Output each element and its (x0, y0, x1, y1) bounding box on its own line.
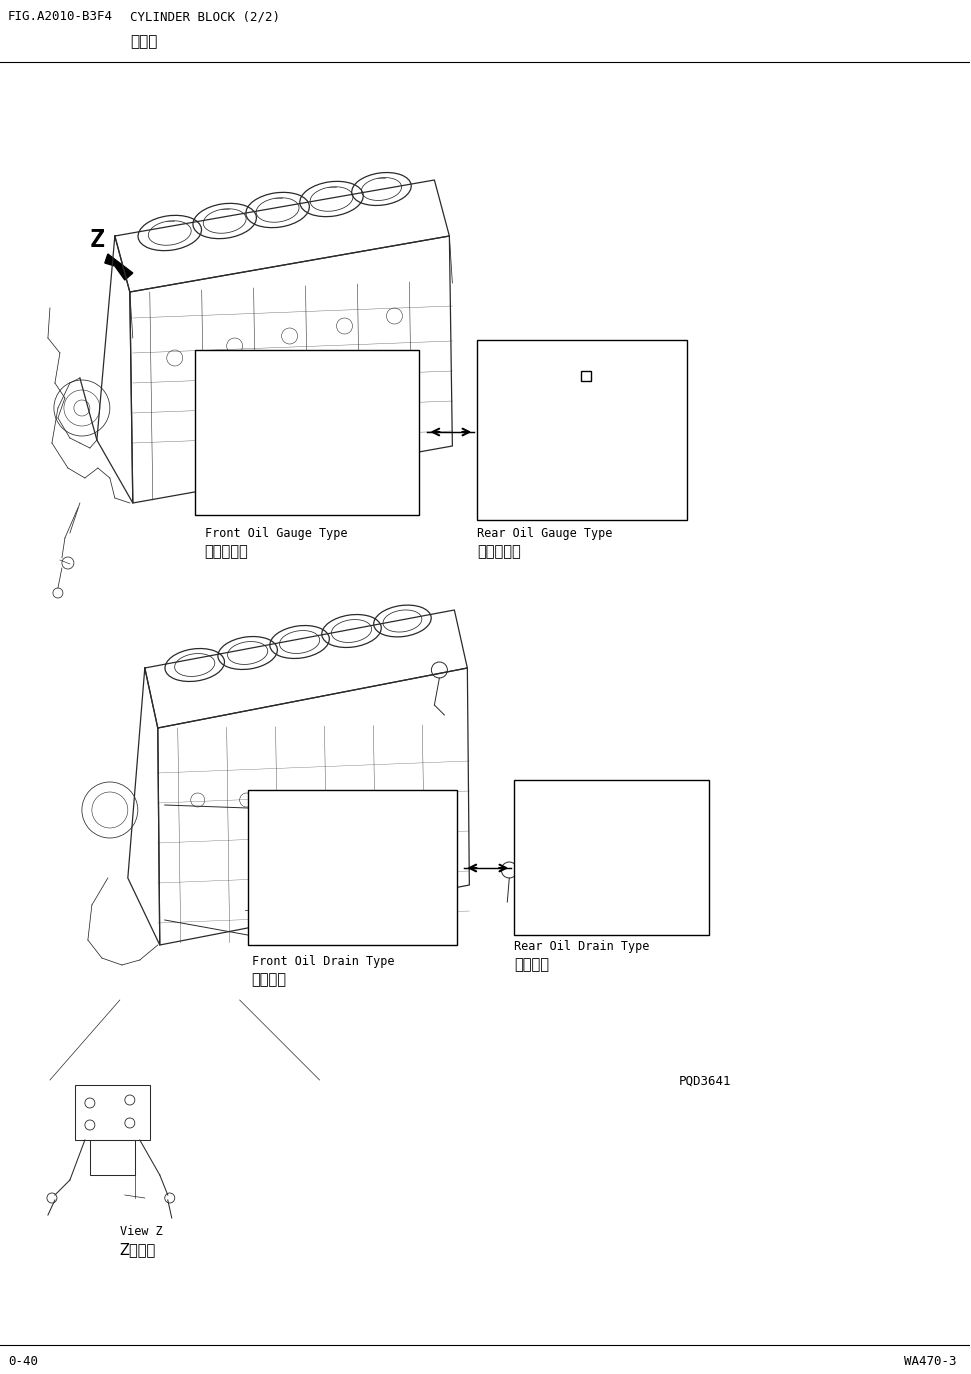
Text: FIG.A2010-B3F4: FIG.A2010-B3F4 (8, 10, 113, 23)
Text: View Z: View Z (119, 1226, 162, 1238)
Bar (582, 371, 591, 381)
Text: 前排油式: 前排油式 (251, 971, 286, 987)
Bar (195, 350, 419, 515)
Bar (75, 1085, 150, 1140)
Bar (248, 790, 457, 945)
Text: 气缸体: 气缸体 (130, 34, 157, 49)
Text: 前油位计式: 前油位计式 (205, 544, 249, 559)
Text: Front Oil Drain Type: Front Oil Drain Type (251, 955, 394, 969)
Text: CYLINDER BLOCK (2/2): CYLINDER BLOCK (2/2) (130, 10, 280, 23)
Text: Rear Oil Drain Type: Rear Oil Drain Type (515, 940, 650, 954)
Text: Z向视图: Z向视图 (119, 1242, 156, 1257)
Text: 后排油式: 后排油式 (515, 958, 550, 971)
Text: Front Oil Gauge Type: Front Oil Gauge Type (205, 528, 348, 540)
Text: Z: Z (90, 228, 105, 251)
Bar (515, 780, 709, 934)
Polygon shape (105, 254, 133, 280)
Bar (478, 339, 687, 519)
Text: 0-40: 0-40 (8, 1355, 38, 1369)
Text: 后油位计式: 后油位计式 (478, 544, 521, 559)
Text: WA470-3: WA470-3 (904, 1355, 956, 1369)
Text: PQD3641: PQD3641 (679, 1074, 731, 1088)
Bar (90, 1140, 135, 1175)
Text: Rear Oil Gauge Type: Rear Oil Gauge Type (478, 528, 613, 540)
